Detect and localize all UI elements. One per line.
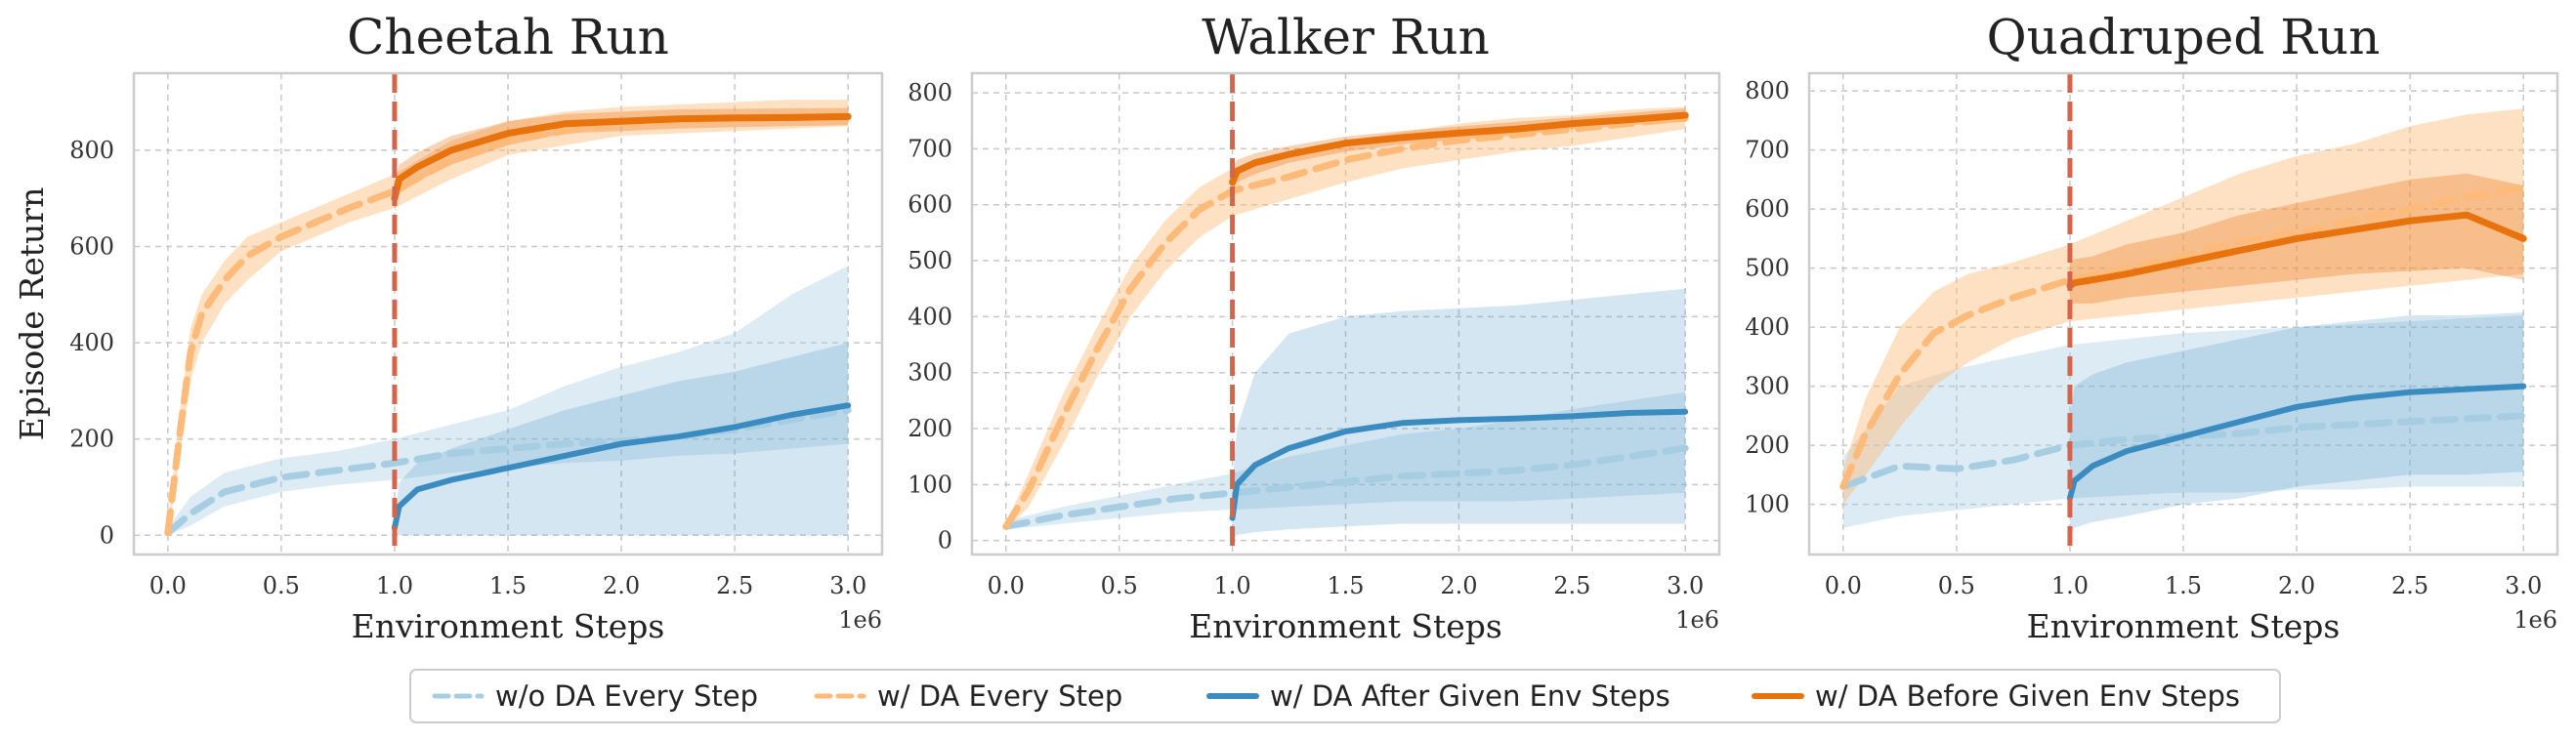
x-tick-label: 2.0: [2278, 572, 2315, 599]
y-tick-label: 800: [1745, 77, 1790, 104]
x-tick-label: 3.0: [1667, 572, 1704, 599]
x-tick-label: 0.0: [988, 572, 1025, 599]
series-band-1: [1005, 391, 1686, 530]
series-line-3: [391, 402, 852, 531]
legend-label-1: w/o DA Every Step: [495, 679, 758, 713]
x-tick-label: 3.0: [2505, 572, 2542, 599]
x-tick-label: 2.5: [716, 572, 753, 599]
chart-panel-1: 0.0 0.5 1.0 1.5 2.0 2.5 3.0 0 200 400 600 800 Cheeta…: [13, 9, 884, 645]
series-band-3: [1232, 288, 1686, 541]
y-tick-label: 800: [908, 79, 952, 106]
y-tick-label: 100: [908, 471, 952, 498]
y-tick-label: 600: [69, 232, 114, 260]
series-line-2: [1002, 114, 1689, 530]
series-band-2: [1842, 108, 2524, 505]
x-offset-label: 1e6: [1675, 606, 1719, 634]
series-line-2: [1839, 185, 2527, 490]
x-tick-label: 0.5: [263, 572, 300, 599]
x-tick-label: 2.5: [2391, 572, 2428, 599]
y-tick-label: 400: [908, 303, 952, 330]
y-tick-label: 0: [938, 527, 952, 555]
x-tick-label: 0.0: [1825, 572, 1862, 599]
y-tick-label: 800: [69, 137, 114, 164]
series-line-4: [391, 112, 852, 202]
x-offset-label: 1e6: [2513, 606, 2557, 634]
series-line-3: [1229, 408, 1689, 521]
x-axis-label: Environment Steps: [2027, 607, 2341, 645]
legend-label-3: w/ DA After Given Env Steps: [1270, 679, 1670, 713]
series-line-3: [2066, 383, 2527, 502]
series-line-4: [2066, 211, 2527, 290]
x-tick-label: 0.5: [1101, 572, 1138, 599]
x-tick-label: 2.0: [1440, 572, 1477, 599]
plot-frame: [970, 71, 1721, 556]
x-tick-label: 3.0: [829, 572, 866, 599]
y-tick-label: 700: [908, 135, 952, 162]
y-tick-label: 400: [1745, 313, 1790, 341]
y-tick-label: 200: [1745, 432, 1790, 459]
chart-panel-2: 0.0 0.5 1.0 1.5 2.0 2.5 3.0 0 100 200 300 400 500 600…: [908, 9, 1721, 645]
x-tick-label: 1.5: [489, 572, 527, 599]
y-tick-label: 300: [1745, 373, 1790, 400]
x-tick-label: 0.0: [149, 572, 187, 599]
y-tick-label: 200: [908, 415, 952, 442]
chart-panel-3: 0.0 0.5 1.0 1.5 2.0 2.5 3.0 100 200 300 400 500 600 7…: [1745, 9, 2559, 645]
plot-frame: [1807, 71, 2559, 556]
x-tick-label: 1.0: [2051, 572, 2089, 599]
y-tick-label: 300: [908, 359, 952, 387]
chart-title: Cheetah Run: [347, 9, 669, 65]
y-axis-label: Episode Return: [13, 187, 51, 441]
y-tick-label: 500: [908, 247, 952, 274]
series-band-1: [1842, 315, 2524, 528]
plot-frame: [132, 71, 884, 556]
legend-label-4: w/ DA Before Given Env Steps: [1815, 679, 2240, 713]
x-axis-label: Environment Steps: [352, 607, 665, 645]
x-offset-label: 1e6: [838, 606, 882, 634]
x-tick-label: 1.0: [376, 572, 413, 599]
y-tick-label: 0: [100, 521, 114, 549]
x-tick-label: 0.5: [1938, 572, 1975, 599]
legend-frame: [409, 669, 2281, 723]
series-line-1: [1002, 444, 1689, 530]
y-tick-label: 500: [1745, 255, 1790, 282]
series-band-3: [2069, 312, 2524, 540]
x-tick-label: 1.5: [2165, 572, 2202, 599]
chart-title: Quadruped Run: [1987, 9, 2381, 65]
series-band-2: [1005, 106, 1686, 530]
y-tick-label: 700: [1745, 137, 1790, 164]
x-tick-label: 2.5: [1553, 572, 1590, 599]
series-band-2: [167, 100, 849, 536]
chart-title: Walker Run: [1202, 9, 1490, 65]
x-tick-label: 1.5: [1327, 572, 1364, 599]
x-tick-label: 2.0: [603, 572, 640, 599]
y-tick-label: 200: [69, 426, 114, 453]
y-tick-label: 600: [908, 191, 952, 219]
y-tick-label: 100: [1745, 491, 1790, 518]
series-line-4: [1229, 111, 1689, 186]
y-tick-label: 600: [1745, 195, 1790, 223]
x-tick-label: 1.0: [1214, 572, 1251, 599]
x-axis-label: Environment Steps: [1189, 607, 1502, 645]
y-tick-label: 400: [69, 329, 114, 356]
legend: w/o DA Every Step w/ DA Every Step w/ DA A…: [409, 669, 2281, 723]
legend-label-2: w/ DA Every Step: [877, 679, 1122, 713]
